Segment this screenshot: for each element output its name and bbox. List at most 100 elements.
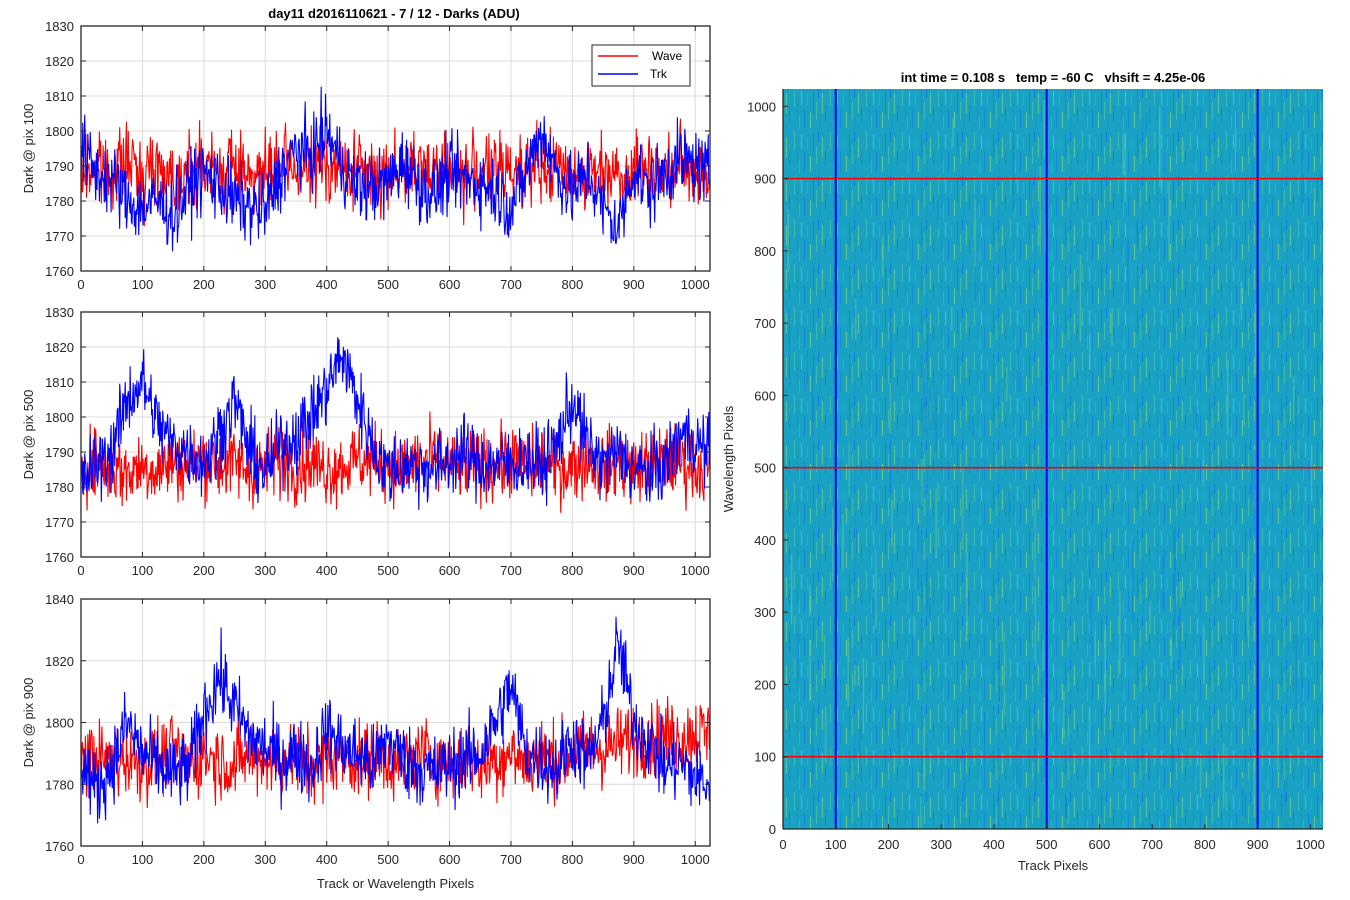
legend-box: [591, 44, 691, 87]
x-tick-label: 800: [562, 563, 584, 578]
heatmap-streak: [1079, 255, 1081, 342]
x-tick-label: 300: [930, 837, 952, 852]
x-axis-label: Track or Wavelength Pixels: [317, 876, 475, 891]
x-tick-label: 600: [439, 563, 461, 578]
y-tick-label: 1790: [45, 445, 74, 460]
x-tick-label: 400: [316, 852, 338, 867]
heatmap-streak: [1043, 755, 1046, 778]
y-tick-label: 1760: [45, 550, 74, 565]
heatmap-texture: [787, 97, 1322, 829]
heatmap-streak: [1233, 620, 1236, 683]
x-tick-label: 0: [77, 563, 84, 578]
x-tick-label: 200: [193, 277, 215, 292]
x-tick-label: 400: [316, 277, 338, 292]
heatmap-streak: [1164, 423, 1166, 451]
y-tick-label: 1790: [45, 159, 74, 174]
heatmap-streak: [929, 390, 931, 431]
heatmap-streak: [1301, 678, 1303, 707]
x-tick-label: 0: [77, 852, 84, 867]
heatmap-streak: [789, 630, 791, 652]
heatmap-image: [783, 89, 1323, 829]
heatmap-streak: [1057, 316, 1059, 337]
heatmap-streak: [1284, 780, 1286, 829]
x-tick-label: 200: [193, 852, 215, 867]
heatmap-streak: [974, 198, 976, 267]
heatmap-streak: [891, 500, 893, 546]
x-tick-label: 600: [439, 852, 461, 867]
heatmap-streak: [788, 307, 790, 378]
heatmap-streak: [1124, 132, 1126, 203]
y-tick-label: 1820: [45, 54, 74, 69]
heatmap-streak: [928, 584, 931, 619]
x-tick-label: 600: [1089, 837, 1111, 852]
heatmap-streak: [1182, 140, 1184, 163]
y-tick-label: 1760: [45, 264, 74, 279]
heatmap-streak: [1043, 100, 1045, 159]
heatmap-streak: [824, 634, 826, 679]
heatmap-streak: [856, 527, 858, 555]
heatmap-streak: [1202, 459, 1205, 487]
x-tick-label: 600: [439, 277, 461, 292]
heatmap-streak: [848, 443, 850, 497]
legend: Wave Trk: [591, 44, 691, 87]
heatmap-streak: [1149, 600, 1151, 634]
x-tick-label: 300: [254, 563, 276, 578]
heatmap-streak: [967, 590, 970, 617]
heatmap-streak: [962, 466, 964, 550]
x-tick-label: 200: [193, 563, 215, 578]
heatmap-streak: [964, 749, 966, 814]
heatmap-streak: [1034, 498, 1036, 582]
heatmap-streak: [966, 552, 968, 634]
heatmap-streak: [1295, 634, 1297, 710]
heatmap-streak: [1255, 304, 1257, 375]
x-tick-label: 100: [132, 852, 154, 867]
heatmap-streak: [1065, 797, 1068, 820]
heatmap-streak: [927, 322, 929, 380]
y-tick-label: 1760: [45, 839, 74, 854]
heatmap-streak: [875, 548, 877, 629]
heatmap-streak: [1119, 590, 1121, 675]
y-axis-label: Dark @ pix 500: [21, 390, 36, 480]
y-tick-label: 1830: [45, 19, 74, 34]
axes-box-1: [80, 311, 711, 558]
heatmap-streak: [882, 235, 884, 278]
heatmap-streak: [974, 251, 976, 302]
heatmap-streak: [1017, 347, 1019, 392]
y-tick-label: 1820: [45, 654, 74, 669]
heatmap-streak: [1045, 221, 1047, 254]
x-tick-label: 100: [132, 277, 154, 292]
heatmap-streak: [1179, 589, 1181, 673]
series-line-trk: [81, 616, 710, 824]
x-tick-label: 800: [1194, 837, 1216, 852]
heatmap-streak: [890, 307, 892, 378]
heatmap-streak: [1252, 157, 1255, 185]
heatmap-streak: [1031, 180, 1033, 229]
y-axis-label: Dark @ pix 100: [21, 104, 36, 194]
heatmap-streak: [1004, 250, 1007, 272]
x-tick-label: 100: [132, 563, 154, 578]
heatmap-streak: [1235, 110, 1237, 172]
heatmap-streak: [862, 657, 865, 734]
heatmap-streak: [1203, 627, 1205, 685]
heatmap-streak: [917, 525, 919, 590]
heatmap-streak: [797, 634, 799, 682]
heatmap-streak: [1179, 581, 1182, 608]
heatmap-streak: [1136, 219, 1138, 249]
y-tick-label: 1810: [45, 89, 74, 104]
x-tick-label: 700: [1141, 837, 1163, 852]
heatmap-streak: [1127, 242, 1129, 293]
heatmap-streak: [1122, 133, 1124, 176]
x-tick-label: 0: [77, 277, 84, 292]
y-tick-label: 1770: [45, 515, 74, 530]
heatmap-streak: [1302, 129, 1304, 203]
y-tick-label: 1000: [747, 99, 776, 114]
heatmap-streak: [913, 616, 915, 639]
heatmap-streak: [1277, 713, 1279, 771]
y-tick-label: 700: [754, 316, 776, 331]
heatmap-streak: [1012, 128, 1014, 211]
heatmap-streak: [825, 707, 827, 763]
heatmap-streak: [1145, 97, 1147, 132]
heatmap-streak: [1094, 631, 1096, 668]
heatmap-streak: [1171, 735, 1173, 794]
